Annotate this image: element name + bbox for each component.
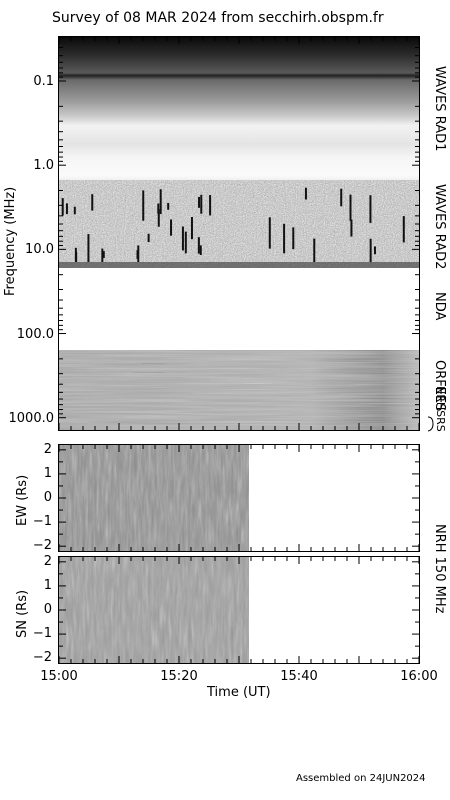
time-tick-label: 15:00 <box>40 669 78 684</box>
chart-title: Survey of 08 MAR 2024 from secchirh.obsp… <box>52 10 384 26</box>
sn-tick-label: 1 <box>43 577 52 593</box>
sn-tick-label: −1 <box>32 626 52 642</box>
freq-tick-label: 1000.0 <box>8 410 55 426</box>
time-tick-label: 16:00 <box>400 669 438 684</box>
time-axis-label: Time (UT) <box>207 685 271 700</box>
band-label-waves-rad1: WAVES RAD1 <box>432 66 447 152</box>
ew-tick-label: −2 <box>32 538 52 554</box>
ew-frame <box>58 444 420 552</box>
time-tick-label: 15:40 <box>280 669 318 684</box>
sn-tick-label: 0 <box>43 602 52 617</box>
ew-axis-label: EW (Rs) <box>15 474 30 526</box>
nrh-sn-image <box>59 557 249 663</box>
frequency-axis-label: Frequency (MHz) <box>3 186 18 296</box>
nrh-frequency-label: NRH 150 MHz <box>432 524 447 614</box>
sn-axis-label: SN (Rs) <box>15 589 30 638</box>
assembled-footer: Assembled on 24JUN2024 <box>296 773 426 784</box>
freq-tick-label: 1.0 <box>33 158 54 174</box>
waves-rad2-spectrum <box>59 180 419 268</box>
ew-tick-label: 0 <box>43 490 52 505</box>
sn-tick-label: 2 <box>43 553 52 569</box>
band-label-nda: NDA <box>432 292 447 321</box>
time-tick-label: 15:20 <box>160 669 198 684</box>
orfees-spectrum <box>59 350 419 430</box>
nda-band <box>59 268 419 350</box>
nrhsrs-bracket <box>427 416 434 432</box>
ew-tick-label: 2 <box>43 441 52 457</box>
freq-tick-label: 0.1 <box>33 74 54 89</box>
band-label-nrhsrs: NRHSRS <box>434 386 447 432</box>
sn-frame <box>58 556 420 664</box>
ew-tick-label: −1 <box>32 514 52 530</box>
spectrum-frame <box>58 36 420 431</box>
ew-tick-label: 1 <box>43 465 52 481</box>
waves-rad1-spectrum <box>59 37 419 180</box>
freq-tick-label: 10.0 <box>25 242 54 258</box>
nrh-ew-image <box>59 445 249 551</box>
freq-tick-label: 100.0 <box>16 326 54 342</box>
sn-tick-label: −2 <box>32 650 52 666</box>
band-label-waves-rad2: WAVES RAD2 <box>432 184 447 270</box>
